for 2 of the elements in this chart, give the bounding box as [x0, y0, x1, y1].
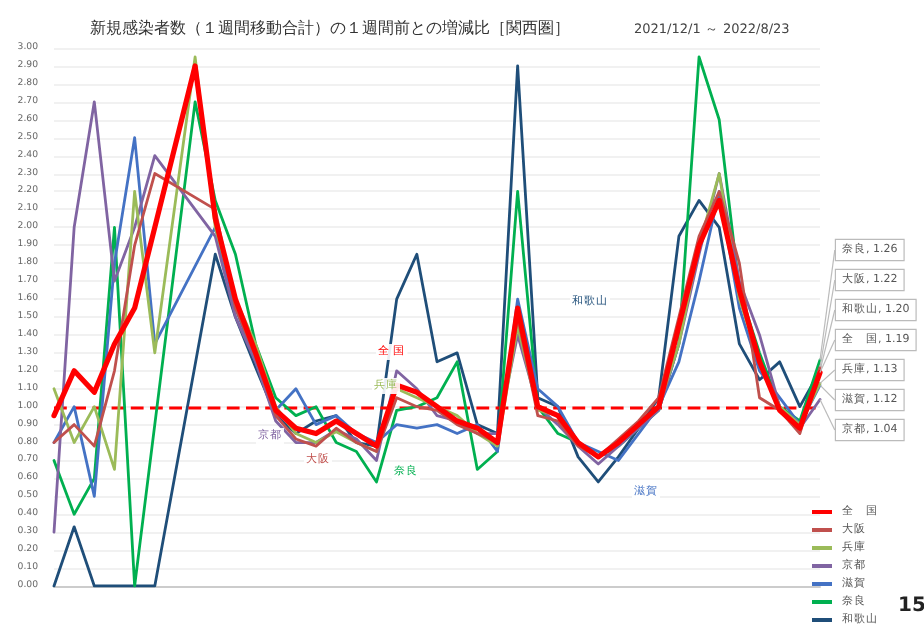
chart-title: 新規感染者数（１週間移動合計）の１週間前との増減比［関西圏］ [90, 19, 570, 37]
text: 15 [898, 595, 924, 617]
